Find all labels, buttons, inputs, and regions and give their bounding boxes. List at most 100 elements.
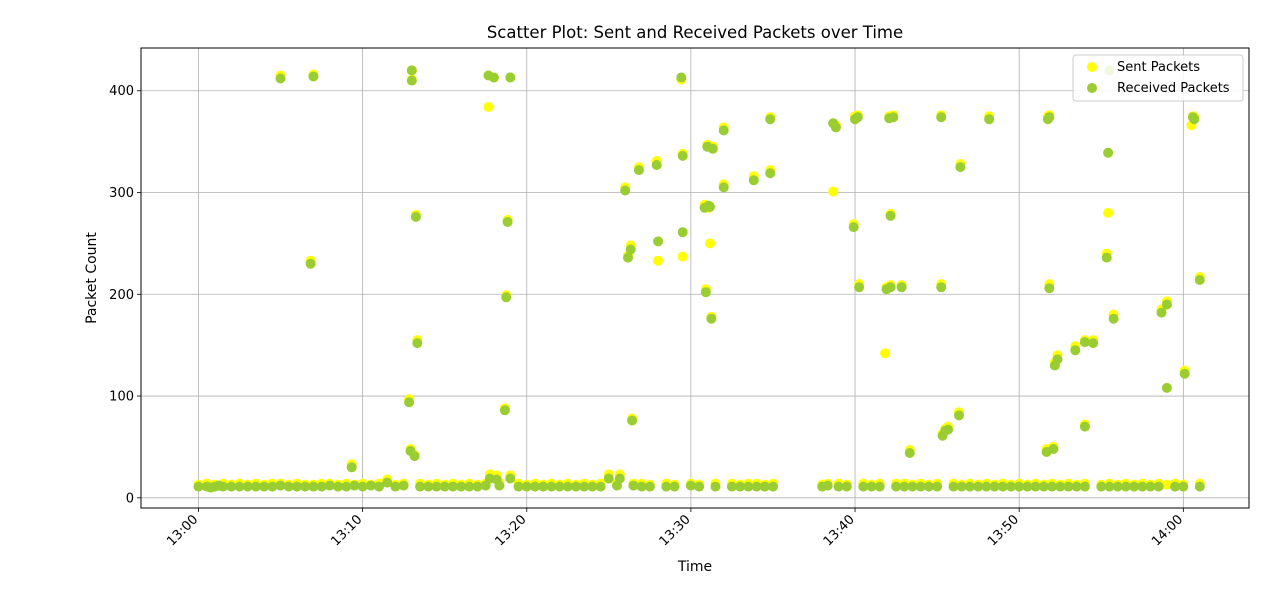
received-packet-point bbox=[275, 480, 286, 491]
received-packet-point bbox=[705, 201, 715, 212]
received-packet-point bbox=[513, 481, 524, 492]
received-packet-point bbox=[1063, 481, 1074, 492]
received-packet-point bbox=[218, 481, 229, 492]
received-packet-point bbox=[499, 405, 510, 416]
received-packet-point bbox=[447, 481, 458, 492]
received-packet-point bbox=[833, 481, 844, 492]
received-packet-point bbox=[822, 480, 833, 491]
received-packet-point bbox=[1194, 275, 1205, 285]
received-packet-point bbox=[1194, 481, 1205, 492]
received-packet-point bbox=[623, 252, 633, 263]
received-packet-point bbox=[726, 481, 737, 492]
sent-packet-point bbox=[880, 348, 891, 359]
received-packet-point bbox=[505, 473, 516, 484]
received-packet-point bbox=[415, 481, 426, 492]
x-axis-title: Time bbox=[677, 559, 712, 575]
y-tick-label: 0 bbox=[126, 491, 134, 506]
received-packet-point bbox=[718, 125, 729, 136]
received-packet-point bbox=[694, 481, 705, 492]
grid bbox=[141, 48, 1249, 508]
received-packet-point bbox=[412, 338, 423, 349]
received-packet-point bbox=[1014, 481, 1025, 492]
received-packet-point bbox=[472, 481, 483, 492]
received-packet-point bbox=[854, 282, 865, 293]
received-packet-point bbox=[1120, 481, 1131, 492]
sent-packet-point bbox=[653, 255, 664, 266]
received-packet-point bbox=[357, 481, 368, 492]
received-packet-point bbox=[324, 480, 335, 491]
received-packet-point bbox=[915, 481, 926, 492]
received-packet-point bbox=[628, 480, 639, 491]
received-packet-point bbox=[1104, 481, 1115, 492]
received-packet-point bbox=[333, 481, 343, 492]
received-packet-point bbox=[768, 481, 778, 492]
received-packet-point bbox=[765, 168, 776, 179]
received-packet-point bbox=[346, 462, 357, 473]
chart-title: Scatter Plot: Sent and Received Packets … bbox=[487, 23, 903, 42]
received-packet-point bbox=[852, 112, 863, 123]
received-packet-point bbox=[226, 481, 237, 492]
y-tick-label: 100 bbox=[109, 390, 134, 405]
received-packet-point bbox=[948, 481, 959, 492]
received-packet-point bbox=[956, 481, 967, 492]
sent-packet-point bbox=[828, 186, 839, 197]
legend-marker-received bbox=[1087, 83, 1097, 93]
received-packet-point bbox=[554, 481, 565, 492]
received-packet-point bbox=[501, 292, 512, 303]
y-axis-title: Packet Count bbox=[84, 232, 100, 324]
received-packet-point bbox=[1178, 481, 1189, 492]
received-packet-point bbox=[603, 473, 614, 484]
received-packet-point bbox=[1070, 345, 1081, 356]
received-packet-point bbox=[382, 477, 393, 488]
sent-packet-point bbox=[1103, 207, 1114, 218]
received-packet-point bbox=[885, 210, 896, 221]
received-packet-point bbox=[538, 481, 549, 492]
received-packet-point bbox=[505, 72, 516, 83]
received-packet-point bbox=[404, 397, 415, 408]
received-packet-point bbox=[410, 211, 421, 222]
y-tick-label: 200 bbox=[109, 288, 134, 303]
received-packet-point bbox=[494, 480, 505, 491]
received-packet-point bbox=[409, 451, 420, 462]
received-packet-point bbox=[305, 258, 316, 269]
received-packet-point bbox=[904, 448, 915, 458]
received-packet-point bbox=[936, 112, 947, 123]
received-packet-point bbox=[1112, 481, 1123, 492]
received-packet-point bbox=[625, 244, 636, 255]
received-packet-point bbox=[743, 481, 754, 492]
received-packet-point bbox=[267, 481, 278, 492]
received-packet-point bbox=[759, 481, 770, 492]
received-packet-point bbox=[1044, 283, 1055, 294]
received-packet-point bbox=[874, 481, 885, 492]
received-packet-point bbox=[530, 481, 540, 492]
received-packet-point bbox=[718, 182, 729, 193]
received-packet-point bbox=[1071, 481, 1082, 492]
received-packet-point bbox=[885, 282, 896, 293]
legend-marker-sent bbox=[1087, 62, 1097, 72]
received-packet-point bbox=[964, 481, 975, 492]
received-packet-point bbox=[308, 481, 319, 492]
received-packet-point bbox=[653, 236, 664, 247]
received-packet-point bbox=[1170, 481, 1181, 492]
received-packet-point bbox=[1129, 481, 1140, 492]
received-packet-point bbox=[984, 114, 995, 125]
received-packet-point bbox=[431, 481, 442, 492]
sent-packet-point bbox=[677, 251, 688, 262]
received-packet-point bbox=[587, 481, 598, 492]
received-packet-point bbox=[1161, 382, 1172, 393]
received-packet-point bbox=[1052, 354, 1063, 365]
received-packet-point bbox=[595, 481, 606, 492]
received-packet-point bbox=[1156, 307, 1167, 318]
received-packet-point bbox=[923, 481, 934, 492]
received-packet-point bbox=[633, 165, 644, 176]
received-packet-point bbox=[571, 481, 581, 492]
received-packet-point bbox=[1079, 421, 1090, 432]
received-packet-point bbox=[502, 217, 513, 227]
received-packet-point bbox=[751, 481, 762, 492]
received-packet-point bbox=[439, 481, 450, 492]
received-packet-point bbox=[374, 481, 384, 492]
received-packet-point bbox=[706, 313, 717, 324]
y-tick-label: 300 bbox=[109, 186, 134, 201]
